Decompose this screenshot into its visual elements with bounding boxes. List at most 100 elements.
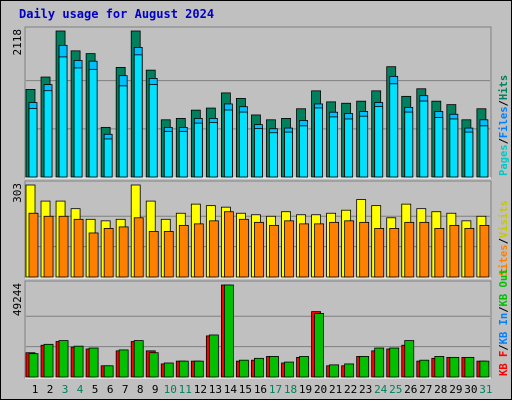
bar-kb-in-day-13	[208, 334, 219, 378]
bar-kb-in-day-30	[464, 356, 475, 378]
bar-sites-day-2	[43, 215, 54, 278]
bar-kb-in-day-10	[163, 362, 174, 378]
bar-pages-day-23	[359, 115, 369, 178]
bar-pages-day-25	[389, 83, 399, 178]
bar-sites-day-4	[73, 218, 84, 278]
bar-kb-in-day-18	[284, 361, 294, 378]
day-label-24: 24	[374, 383, 388, 396]
bar-sites-day-30	[464, 228, 475, 278]
legend-sites: Sites	[498, 244, 510, 276]
bar-kb-in-day-27	[419, 359, 430, 378]
panel-kbytes-ymax-label: 49244	[11, 283, 24, 316]
bar-sites-day-15	[239, 218, 249, 278]
bar-kb-in-day-5	[88, 347, 99, 378]
day-label-18: 18	[284, 383, 297, 396]
bar-pages-day-20	[314, 107, 323, 178]
bar-sites-day-6	[103, 228, 114, 278]
bar-kb-in-day-2	[43, 343, 54, 378]
bar-sites-day-20	[314, 223, 324, 278]
bar-pages-day-31	[479, 125, 489, 178]
bar-pages-day-27	[419, 100, 429, 178]
bar-sites-day-17	[269, 224, 279, 278]
bar-kb-in-day-7	[118, 349, 129, 378]
bar-pages-day-7	[118, 85, 128, 178]
bar-pages-day-24	[374, 106, 384, 178]
bar-pages-day-19	[299, 125, 308, 178]
day-label-6: 6	[107, 383, 114, 396]
day-label-14: 14	[224, 383, 238, 396]
bar-sites-day-28	[434, 228, 445, 278]
legend-separator: /	[498, 344, 510, 350]
legend-separator: /	[498, 306, 510, 312]
legend-hits: Hits	[498, 75, 510, 100]
day-label-13: 13	[209, 383, 222, 396]
bar-pages-day-29	[449, 118, 459, 178]
bar-sites-day-25	[389, 228, 400, 278]
day-label-16: 16	[254, 383, 267, 396]
bar-pages-day-17	[269, 132, 278, 178]
bar-kb-in-day-23	[359, 356, 370, 378]
bar-sites-day-10	[163, 231, 174, 278]
legend-separator: /	[498, 138, 510, 144]
bar-sites-day-27	[419, 221, 430, 278]
bar-kb-in-day-4	[73, 345, 84, 378]
bar-kb-in-day-3	[58, 340, 69, 378]
bar-kb-in-day-19	[299, 356, 309, 378]
bar-kb-in-day-8	[133, 340, 144, 378]
bar-pages-day-11	[178, 130, 188, 178]
day-label-9: 9	[152, 383, 159, 396]
bar-kb-in-day-20	[314, 313, 324, 378]
bar-pages-day-9	[148, 84, 158, 178]
bar-sites-day-22	[344, 220, 355, 278]
day-label-22: 22	[344, 383, 357, 396]
bar-sites-day-3	[58, 215, 69, 278]
bar-pages-day-15	[239, 111, 248, 178]
bar-sites-day-12	[193, 223, 204, 278]
day-label-12: 12	[194, 383, 207, 396]
bar-kb-in-day-6	[103, 365, 114, 378]
bar-sites-day-26	[404, 221, 415, 278]
day-label-26: 26	[404, 383, 417, 396]
legend-separator: /	[498, 100, 510, 106]
bar-sites-day-1	[28, 212, 39, 278]
bar-kb-in-day-24	[374, 347, 385, 378]
bar-kb-in-day-22	[344, 363, 355, 378]
day-label-1: 1	[32, 383, 39, 396]
bar-pages-day-28	[434, 117, 444, 178]
day-label-25: 25	[389, 383, 402, 396]
day-label-2: 2	[47, 383, 54, 396]
bar-pages-day-26	[404, 111, 414, 178]
bar-kb-in-day-16	[254, 357, 264, 378]
bar-sites-day-21	[329, 221, 340, 278]
legend-files: Files	[498, 106, 510, 138]
bar-sites-day-11	[178, 224, 189, 278]
chart-panels: 2118Pages/Files/Hits303Sites/Visits49244…	[11, 26, 510, 379]
bar-pages-day-2	[43, 90, 53, 178]
bar-pages-day-18	[284, 131, 293, 178]
bar-kb-in-day-11	[178, 360, 189, 378]
bar-sites-day-19	[299, 223, 309, 278]
day-axis: 1 2 3 4 5 6 7 8 9 10 11 12 13 14 15 16 17 18 19 20 21 22 23 24 2…	[32, 383, 493, 396]
bar-pages-day-4	[73, 67, 83, 178]
bar-sites-day-24	[374, 228, 385, 278]
bar-pages-day-22	[344, 118, 354, 178]
day-label-27: 27	[419, 383, 432, 396]
bar-kb-in-day-21	[329, 364, 340, 378]
bar-pages-day-14	[223, 109, 233, 178]
bar-pages-day-5	[88, 68, 98, 178]
bar-sites-day-31	[479, 224, 490, 278]
bar-pages-day-10	[163, 130, 173, 178]
day-label-11: 11	[179, 383, 192, 396]
bar-kb-in-day-15	[239, 359, 249, 378]
day-label-30: 30	[464, 383, 477, 396]
bar-kb-in-day-1	[28, 353, 39, 378]
bar-pages-day-12	[193, 122, 203, 178]
panel-visits-ymax-label: 303	[11, 183, 24, 203]
legend-kb-out: KB Out	[498, 269, 510, 307]
bar-sites-day-13	[208, 220, 219, 278]
day-label-8: 8	[137, 383, 144, 396]
day-label-5: 5	[92, 383, 99, 396]
